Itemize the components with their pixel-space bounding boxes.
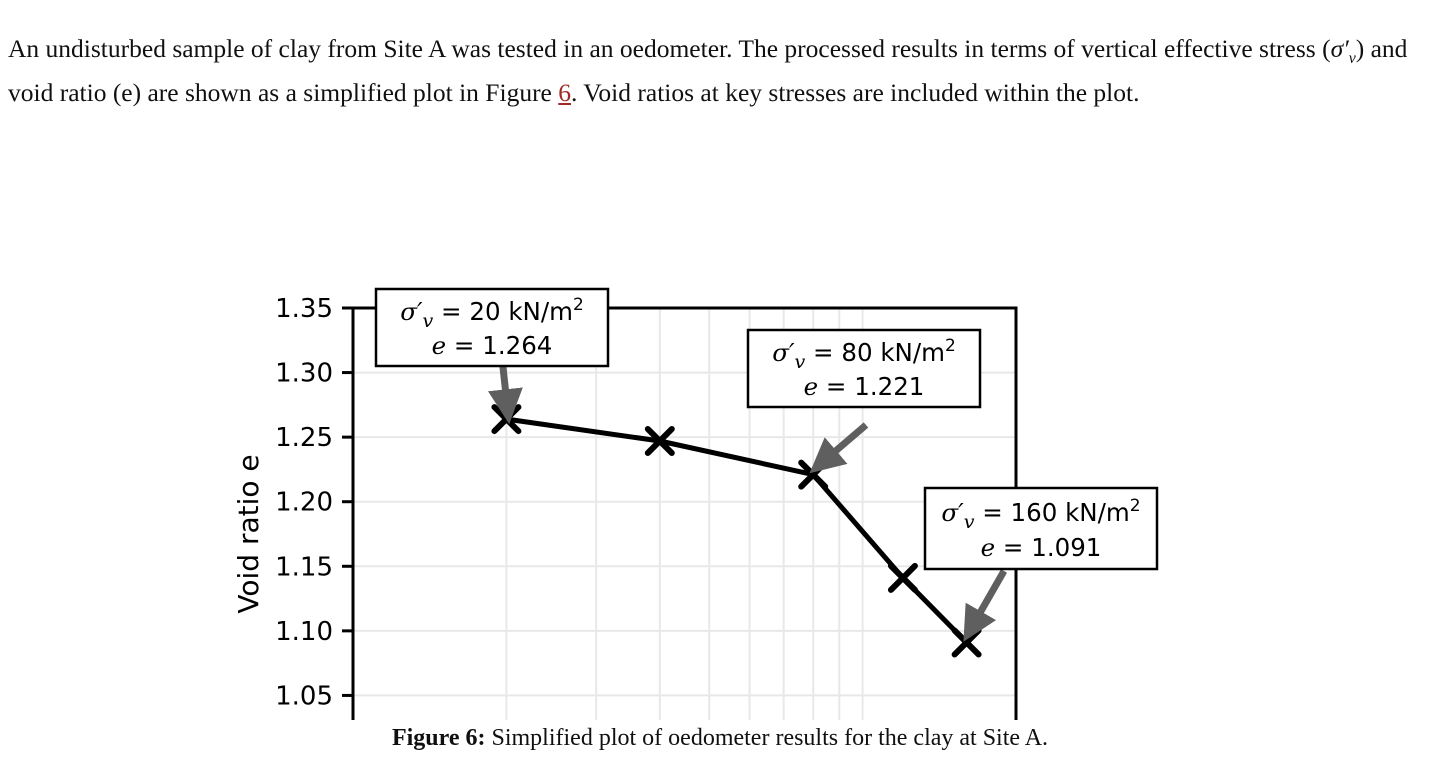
- annotation-box-20-void-ratio: e = 1.264: [432, 331, 553, 360]
- annotation-box-160-void-ratio: e = 1.091: [981, 533, 1102, 562]
- arrow-to-point-160: [963, 569, 1008, 642]
- y-axis-ticks: [342, 306, 353, 697]
- annotation-box-160-stress: σ′v = 160 kN/m2: [941, 496, 1140, 533]
- caption-text: Simplified plot of oedometer results for…: [485, 725, 1049, 751]
- sigma-prime: ′: [1343, 33, 1349, 63]
- paragraph-part-1: An undisturbed sample of clay from Site …: [8, 33, 1331, 63]
- figure-cross-reference[interactable]: 6: [558, 77, 572, 107]
- tick-label-y: 1.20: [275, 488, 333, 518]
- y-axis-title: Void ratio e: [232, 454, 265, 613]
- sigma-symbol: σ: [1330, 33, 1344, 63]
- data-point-marker: [644, 426, 675, 457]
- figure-caption: Figure 6: Simplified plot of oedometer r…: [0, 722, 1440, 754]
- data-point-marker: [887, 562, 918, 593]
- caption-label: Figure 6:: [391, 725, 486, 751]
- oedometer-plot: 1.001.051.101.151.201.251.301.35 1050100…: [0, 130, 1440, 720]
- annotation-box-80-frame: [746, 328, 982, 409]
- sigma-subscript: v: [1348, 49, 1356, 67]
- tick-label-y: 1.05: [275, 681, 333, 711]
- tick-label-y: 1.25: [275, 423, 333, 453]
- paragraph-part-3: . Void ratios at key stresses are includ…: [571, 77, 1140, 107]
- annotation-box-80-stress: σ′v = 80 kN/m2: [772, 336, 956, 373]
- annotation-box-160[interactable]: σ′v = 160 kN/m2 e = 1.091: [923, 486, 1159, 571]
- tick-label-y: 1.15: [275, 552, 333, 582]
- tick-label-y: 1.30: [275, 359, 333, 389]
- tick-label-y: 1.35: [275, 294, 333, 324]
- annotation-box-20-stress: σ′v = 20 kN/m2: [400, 295, 584, 332]
- annotation-box-80[interactable]: σ′v = 80 kN/m2 e = 1.221: [746, 328, 982, 409]
- annotation-box-160-frame: [923, 486, 1159, 571]
- annotation-box-20-frame: [374, 287, 610, 368]
- plot-svg: 1.001.051.101.151.201.251.301.35 1050100…: [232, 287, 1159, 720]
- body-paragraph: An undisturbed sample of clay from Site …: [8, 32, 1428, 110]
- arrow-to-point-80: [809, 422, 869, 474]
- annotation-box-80-void-ratio: e = 1.221: [804, 372, 925, 401]
- annotation-box-20[interactable]: σ′v = 20 kN/m2 e = 1.264: [374, 287, 610, 368]
- horizontal-gridlines: [353, 371, 1016, 697]
- paragraph-part-2: ) and void ratio (e) are shown as a simp…: [8, 33, 1408, 107]
- figure-6: 1.001.051.101.151.201.251.301.35 1050100…: [0, 130, 1440, 778]
- tick-label-y: 1.10: [275, 617, 333, 647]
- y-axis-tick-labels: 1.001.051.101.151.201.251.301.35: [275, 294, 333, 711]
